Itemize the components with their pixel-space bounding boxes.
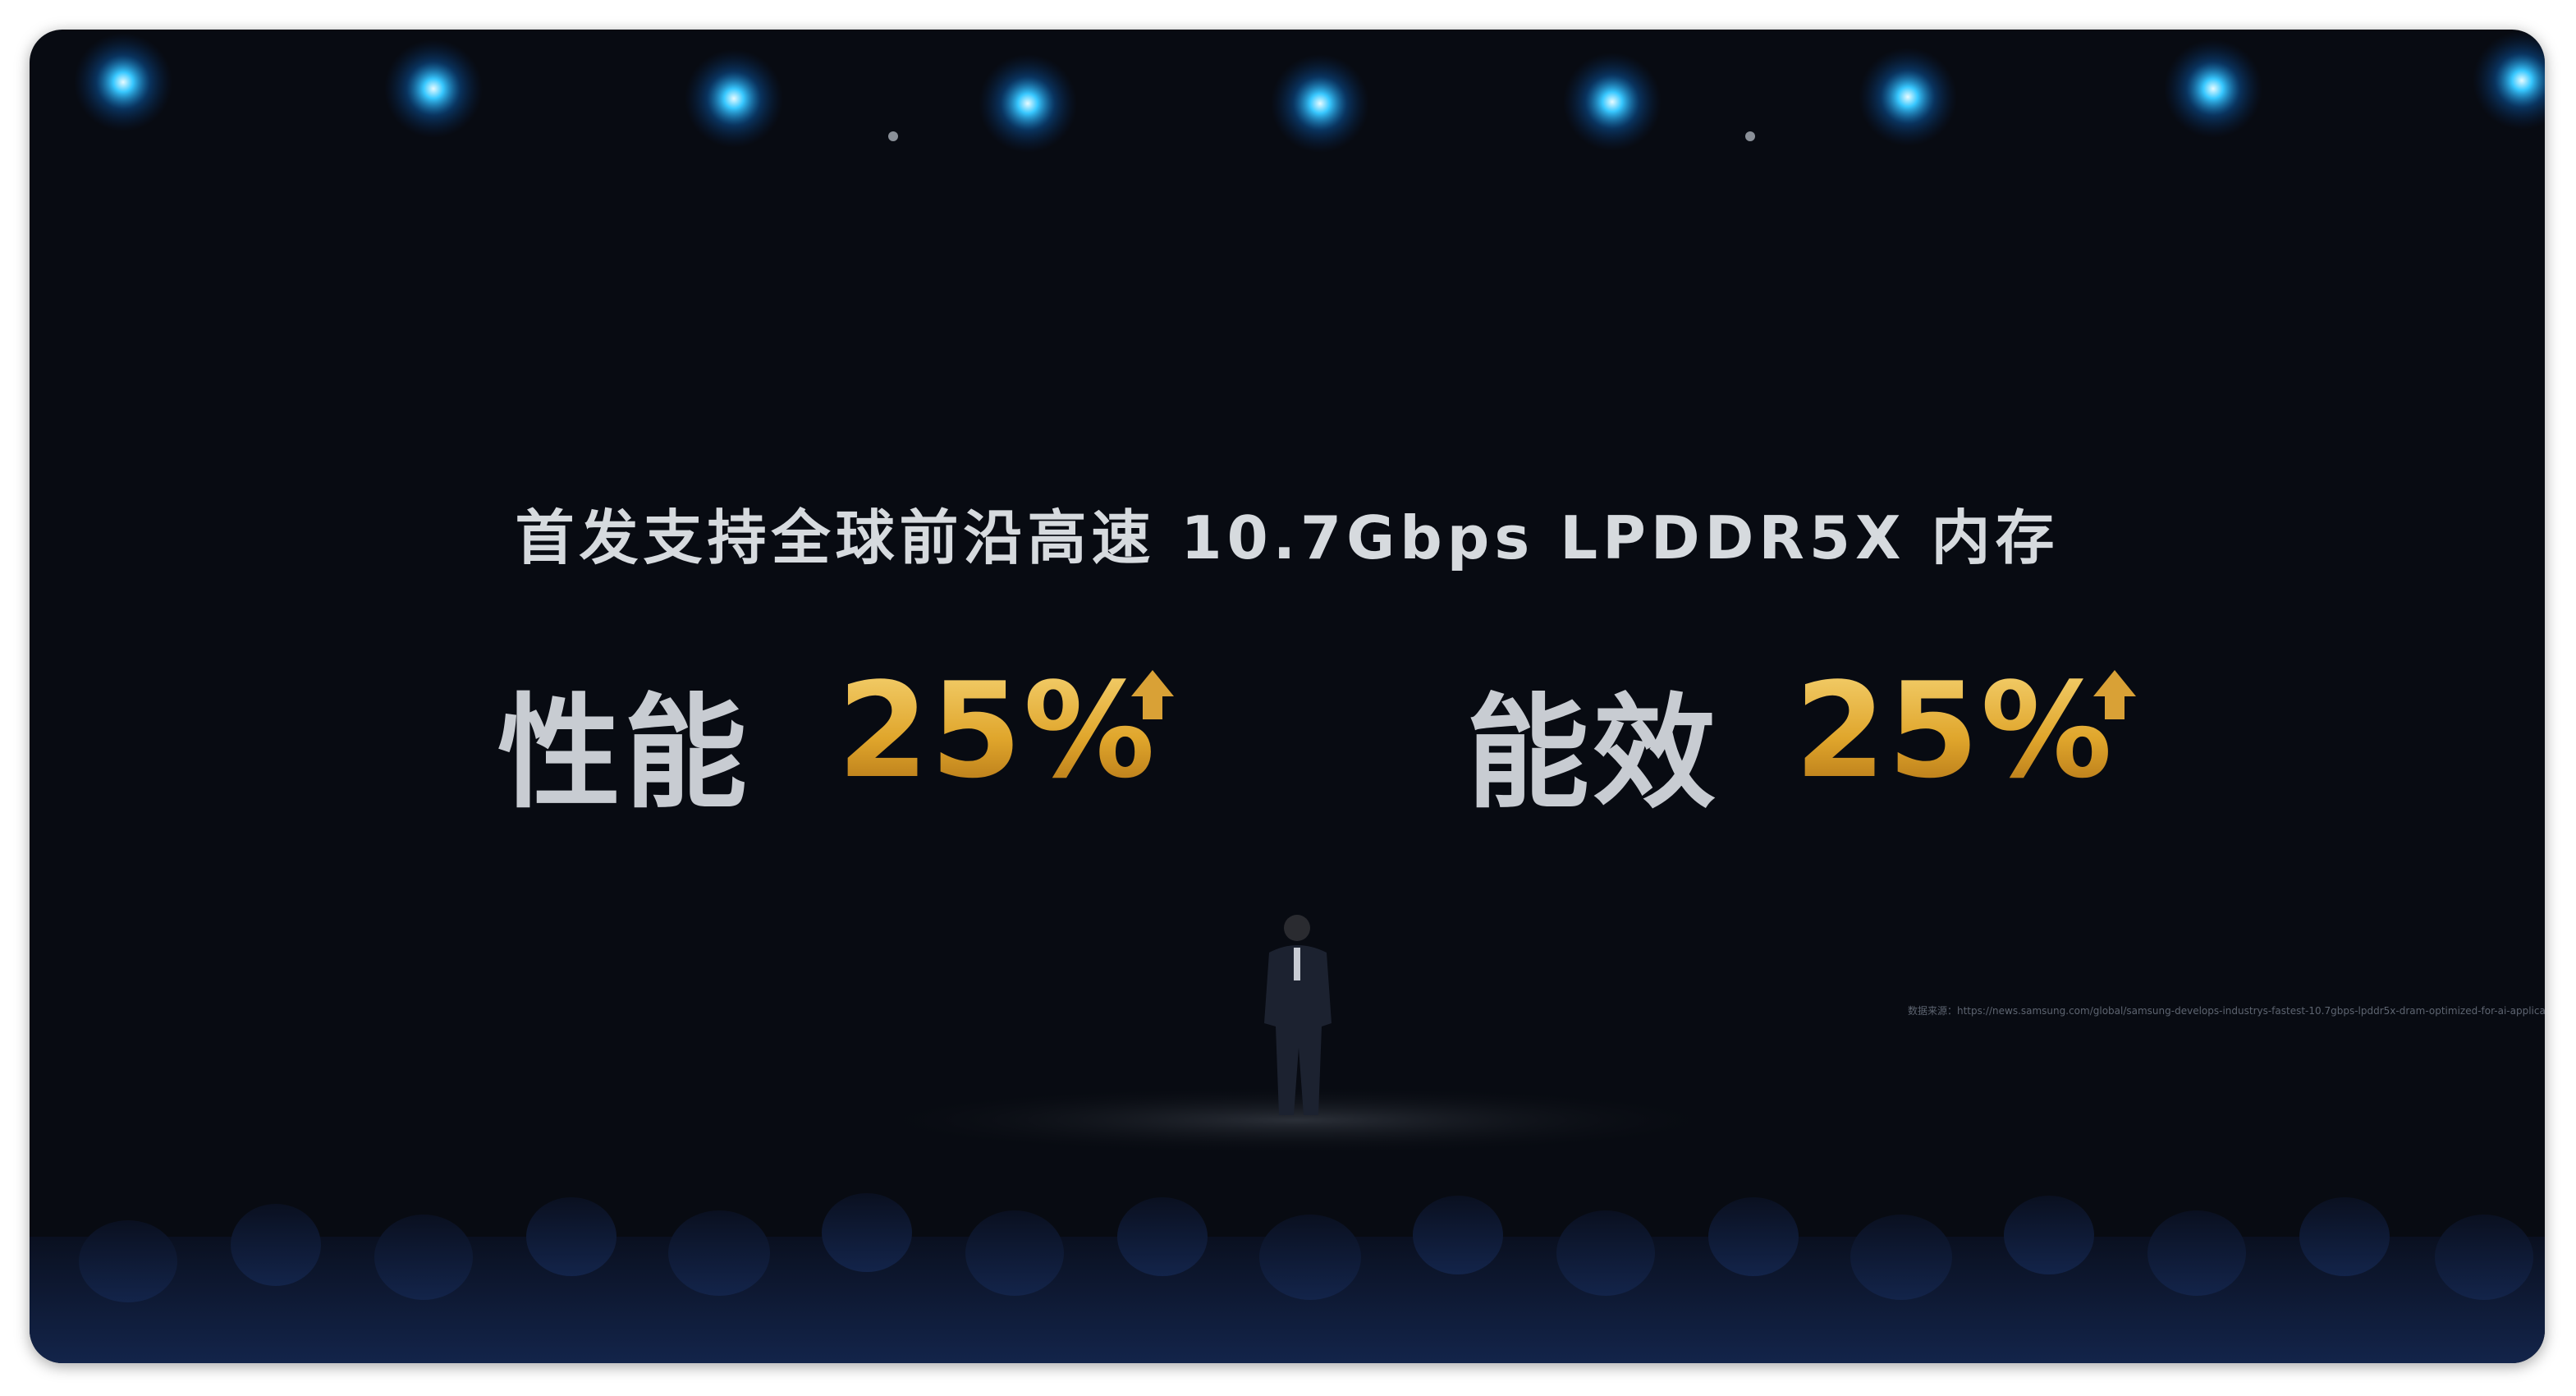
stage-floor: [887, 1087, 1707, 1153]
audience: [30, 1193, 2545, 1363]
stage-photo: 首发支持全球前沿高速 10.7Gbps LPDDR5X 内存 性能 25% 能效…: [30, 30, 2545, 1363]
spotlights: [74, 31, 2545, 153]
metric-value: 25%: [837, 654, 1157, 807]
metric-value: 25%: [1794, 654, 2114, 807]
up-arrows: [1131, 670, 2136, 719]
speaker: [1264, 915, 1332, 1115]
metric-label: 能效: [1466, 682, 1720, 825]
source-note: 数据来源：https://news.samsung.com/global/sam…: [1908, 1005, 2545, 1017]
stage-background: [30, 31, 2545, 1363]
metric-label: 性能: [497, 682, 751, 825]
headline: 首发支持全球前沿高速 10.7Gbps LPDDR5X 内存: [515, 503, 2060, 572]
